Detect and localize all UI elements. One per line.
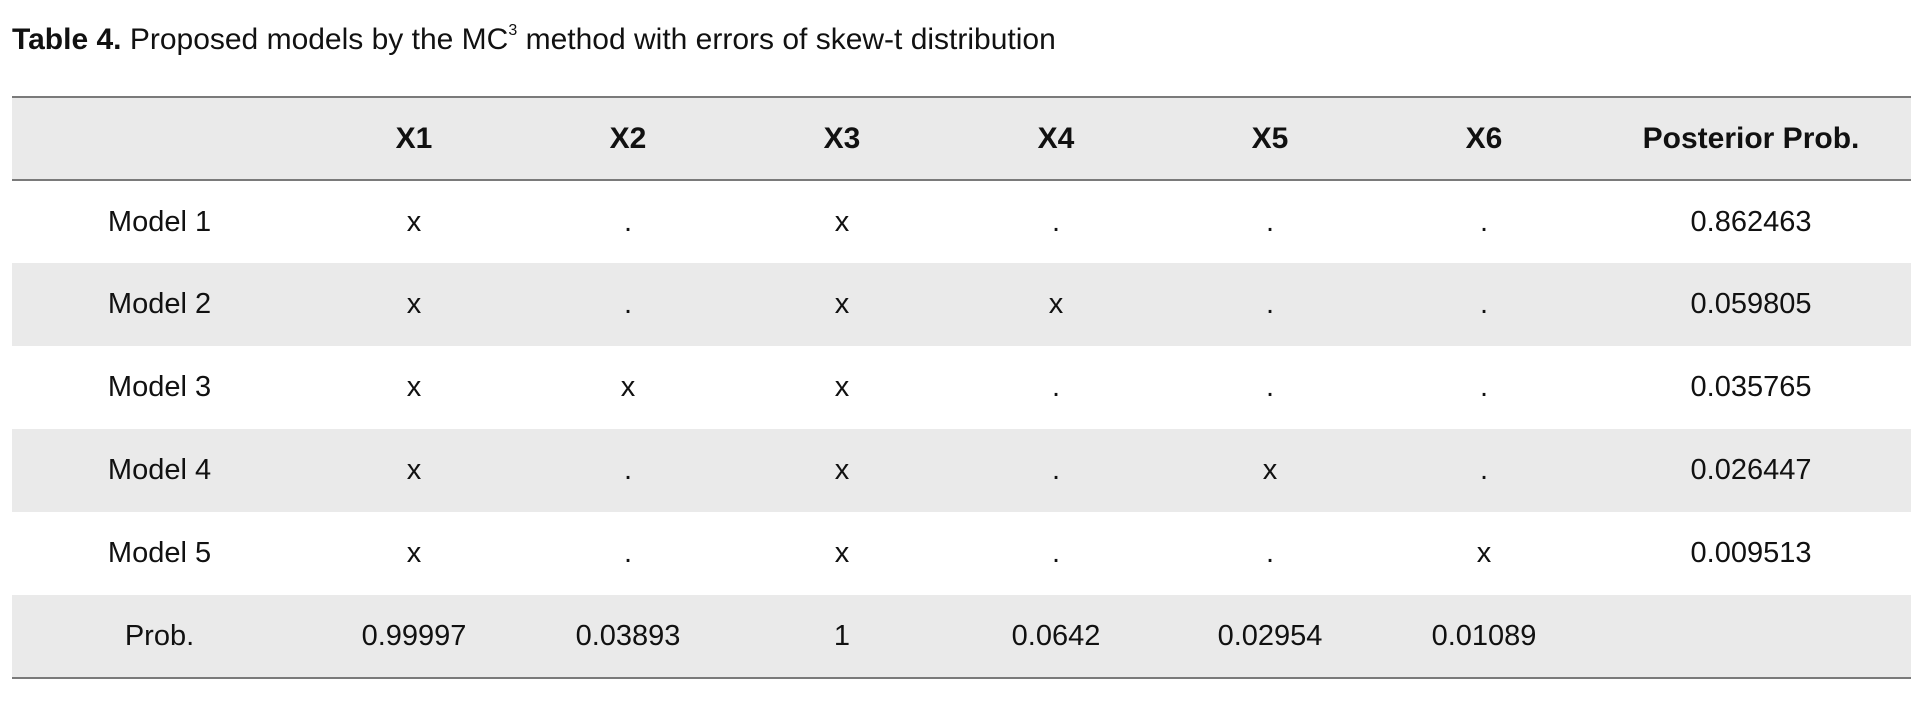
table-cell: x bbox=[834, 288, 850, 320]
posterior-prob-cell: 0.059805 bbox=[1690, 288, 1812, 320]
table-cell: . bbox=[1479, 371, 1489, 403]
table-cell: . bbox=[1479, 205, 1489, 238]
row-label: Model 1 bbox=[107, 205, 212, 238]
table-row: Model 1 x . x . . . 0.862463 bbox=[12, 180, 1911, 263]
table-cell: x bbox=[406, 288, 422, 320]
marginal-prob-cell: 1 bbox=[833, 619, 851, 652]
table-cell: . bbox=[1479, 288, 1489, 320]
table-cell: . bbox=[1265, 288, 1275, 320]
table-cell: x bbox=[1262, 454, 1278, 486]
table-row: Model 4 x . x . x . 0.026447 bbox=[12, 429, 1911, 512]
table-cell: . bbox=[623, 537, 633, 569]
table-cell: . bbox=[1265, 537, 1275, 569]
posterior-prob-cell: 0.026447 bbox=[1690, 454, 1812, 486]
table-cell: . bbox=[1479, 454, 1489, 486]
header-cell-x2: X2 bbox=[609, 121, 647, 155]
table-caption-text: Proposed models by the MC bbox=[121, 23, 509, 56]
models-table: X1 X2 X3 X4 X5 X6 Posterior Prob. Model … bbox=[12, 96, 1911, 679]
posterior-prob-cell: 0.009513 bbox=[1690, 537, 1812, 569]
table-caption-superscript: 3 bbox=[508, 22, 518, 39]
marginal-prob-cell: 0.03893 bbox=[575, 619, 681, 652]
table-caption: Table 4. Proposed models by the MC3 meth… bbox=[12, 22, 1056, 58]
table-row: Model 2 x . x x . . 0.059805 bbox=[12, 263, 1911, 346]
table-cell: x bbox=[834, 205, 850, 238]
marginal-prob-row: Prob. 0.99997 0.03893 1 0.0642 0.02954 0… bbox=[12, 595, 1911, 678]
table-cell: x bbox=[406, 205, 422, 238]
table-cell: . bbox=[1265, 205, 1275, 238]
table-cell: x bbox=[1476, 537, 1492, 569]
table-cell: x bbox=[406, 371, 422, 403]
table-caption-label: Table 4. bbox=[12, 23, 122, 56]
row-label: Model 2 bbox=[107, 288, 212, 320]
posterior-prob-cell: 0.862463 bbox=[1690, 205, 1812, 238]
table-cell: x bbox=[834, 454, 850, 486]
row-label: Model 3 bbox=[107, 371, 212, 403]
table-cell: . bbox=[623, 288, 633, 320]
header-cell-posterior-prob: Posterior Prob. bbox=[1642, 121, 1860, 155]
marginal-prob-cell: 0.01089 bbox=[1431, 619, 1537, 652]
marginal-prob-cell: 0.0642 bbox=[1011, 619, 1101, 652]
table-cell: x bbox=[1048, 288, 1064, 320]
row-label: Prob. bbox=[124, 619, 195, 652]
table-row: Model 3 x x x . . . 0.035765 bbox=[12, 346, 1911, 429]
table-cell: x bbox=[834, 537, 850, 569]
table-cell: . bbox=[1051, 205, 1061, 238]
table-cell: . bbox=[623, 205, 633, 238]
table-row: Model 5 x . x . . x 0.009513 bbox=[12, 512, 1911, 595]
marginal-prob-cell: 0.99997 bbox=[361, 619, 467, 652]
header-cell-x6: X6 bbox=[1465, 121, 1503, 155]
table-cell: . bbox=[1051, 371, 1061, 403]
header-cell-x5: X5 bbox=[1251, 121, 1289, 155]
table-cell: . bbox=[623, 454, 633, 486]
table-cell: . bbox=[1051, 537, 1061, 569]
row-label: Model 4 bbox=[107, 454, 212, 486]
marginal-prob-cell: 0.02954 bbox=[1217, 619, 1323, 652]
table-cell: . bbox=[1051, 454, 1061, 486]
posterior-prob-cell: 0.035765 bbox=[1690, 371, 1812, 403]
table-cell: x bbox=[620, 371, 636, 403]
header-cell-x1: X1 bbox=[395, 121, 433, 155]
header-cell-x4: X4 bbox=[1037, 121, 1075, 155]
row-label: Model 5 bbox=[107, 537, 212, 569]
table-cell: . bbox=[1265, 371, 1275, 403]
marginal-prob-empty-cell bbox=[1591, 595, 1911, 678]
table-cell: x bbox=[406, 454, 422, 486]
table-cell: x bbox=[834, 371, 850, 403]
header-cell-x3: X3 bbox=[823, 121, 861, 155]
table-header-row: X1 X2 X3 X4 X5 X6 Posterior Prob. bbox=[12, 97, 1911, 180]
header-cell-corner bbox=[12, 97, 307, 180]
table-caption-text-end: method with errors of skew-t distributio… bbox=[517, 23, 1056, 56]
table-cell: x bbox=[406, 537, 422, 569]
